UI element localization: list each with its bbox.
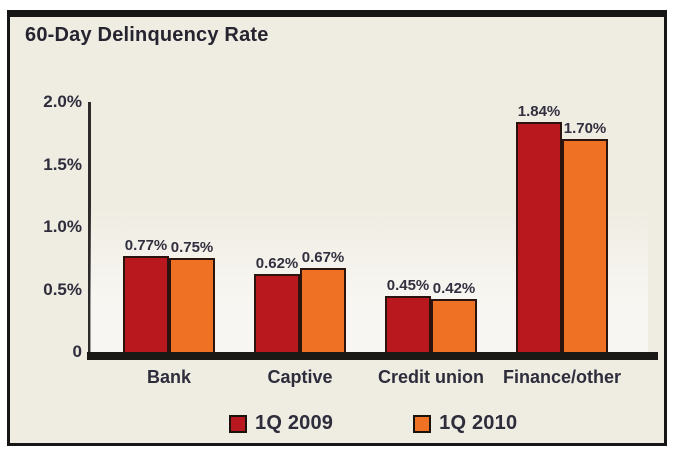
bar-captive-series-2 [300, 268, 346, 352]
plot-area: 0.77% 0.75% Bank 0.62% 0.67% Captive 0.45% 0.42… [87, 102, 658, 387]
bar-value-label: 0.75% [170, 239, 214, 256]
x-axis-line [87, 352, 658, 360]
bar-credit-union-series-1 [385, 296, 431, 352]
category-label-finance-other: Finance/other [502, 367, 622, 387]
bar-credit-union-series-2 [431, 299, 477, 352]
bar-value-label: 1.84% [517, 103, 561, 120]
legend-label-1q2009: 1Q 2009 [255, 412, 334, 434]
legend-item-1q2010: 1Q 2010 [413, 412, 517, 435]
bar-captive-series-1 [254, 274, 300, 352]
bar-value-label: 0.67% [301, 249, 345, 266]
category-label-credit-union: Credit union [378, 367, 484, 387]
chart-panel: 60-Day Delinquency Rate 2.0% 1.5% 1.0% 0.5%… [7, 10, 667, 446]
y-tick-label: 1.5% [43, 154, 82, 174]
y-axis: 2.0% 1.5% 1.0% 0.5% 0 [10, 17, 82, 443]
bar-bank-series-2 [169, 258, 215, 352]
category-label-bank: Bank [146, 367, 192, 387]
legend-item-1q2009: 1Q 2009 [229, 412, 333, 435]
legend: 1Q 2009 1Q 2010 [229, 412, 517, 435]
y-tick-label: 1.0% [43, 217, 82, 236]
legend-swatch-1q2010 [413, 414, 432, 433]
bar-finance-other-series-2 [562, 139, 608, 352]
legend-swatch-1q2009 [229, 414, 247, 433]
bar-value-label: 0.42% [432, 280, 476, 297]
bar-value-label: 0.77% [124, 237, 168, 254]
bar-finance-other-series-1 [516, 122, 562, 352]
y-tick-label: 0.5% [43, 279, 82, 299]
bar-bank-series-1 [123, 256, 169, 352]
chart-title: 60-Day Delinquency Rate [25, 24, 269, 46]
bar-value-label: 0.62% [255, 255, 299, 272]
y-axis-line [88, 102, 91, 360]
category-label-captive: Captive [267, 367, 333, 387]
bar-value-label: 0.45% [386, 277, 430, 294]
y-tick-label: 2.0% [43, 92, 82, 111]
y-tick-label: 0 [72, 342, 82, 361]
bar-value-label: 1.70% [563, 120, 607, 137]
legend-label-1q2010: 1Q 2010 [439, 412, 518, 434]
